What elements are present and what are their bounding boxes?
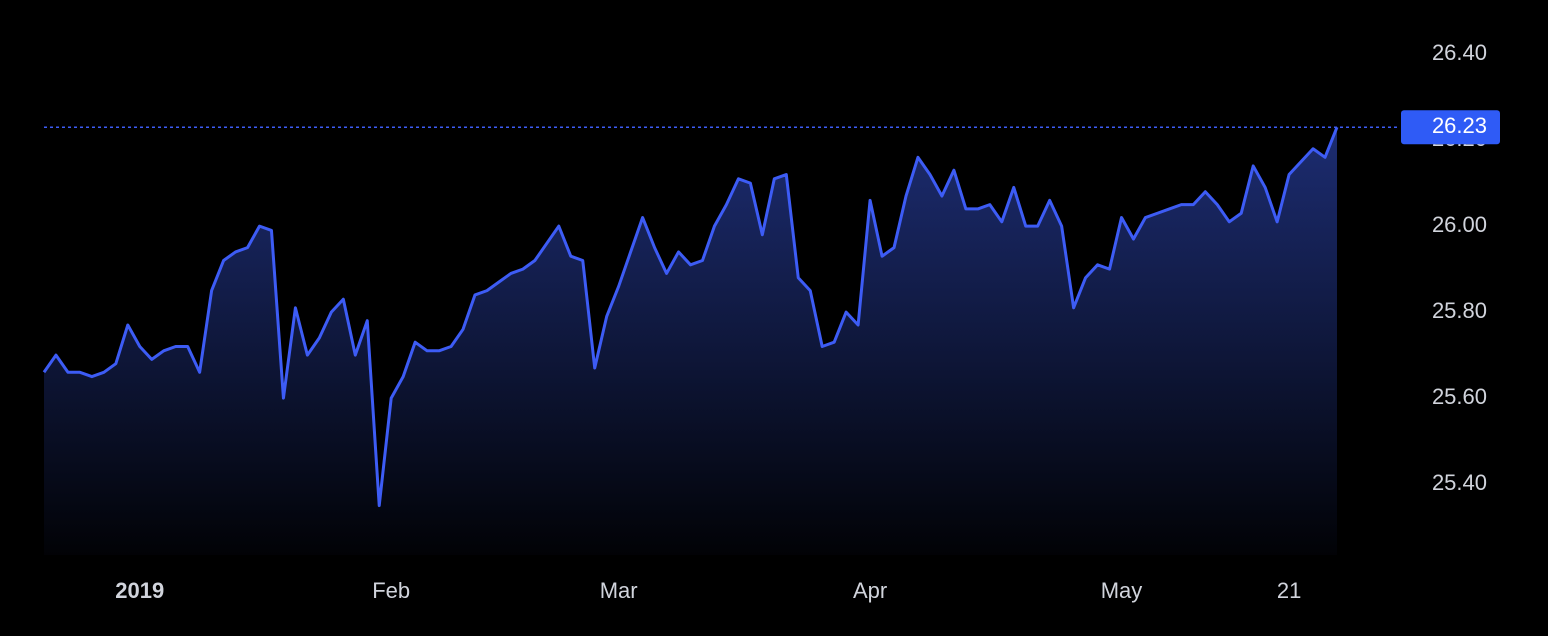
x-tick-label: Feb — [372, 578, 410, 603]
x-tick-label: May — [1101, 578, 1143, 603]
y-tick-label: 25.60 — [1432, 384, 1487, 409]
y-tick-label: 26.00 — [1432, 212, 1487, 237]
last-price-label: 26.23 — [1432, 113, 1487, 138]
y-tick-label: 25.40 — [1432, 470, 1487, 495]
x-tick-label: Mar — [600, 578, 638, 603]
y-tick-label: 25.80 — [1432, 298, 1487, 323]
x-tick-label: Apr — [853, 578, 887, 603]
last-price-badge — [1401, 110, 1500, 145]
x-tick-label: 2019 — [115, 578, 164, 603]
area-fill — [44, 127, 1337, 555]
price-line — [42, 126, 1339, 508]
x-tick-label: 21 — [1277, 578, 1301, 603]
y-tick-label: 26.40 — [1432, 40, 1487, 65]
